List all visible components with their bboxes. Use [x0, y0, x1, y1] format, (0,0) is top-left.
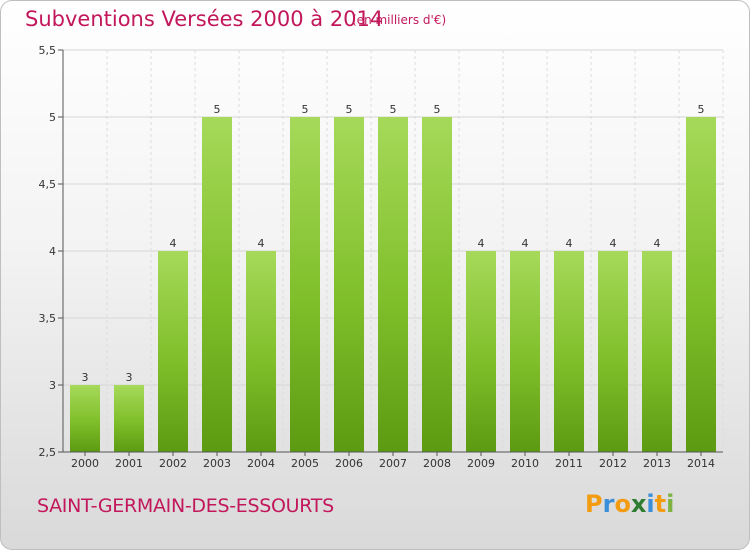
bar-layer [70, 117, 716, 452]
bar-2003 [202, 117, 232, 452]
data-label-2008: 5 [434, 103, 441, 116]
logo-letter: i [646, 490, 655, 518]
bar-2000 [70, 385, 100, 452]
data-label-2010: 4 [522, 237, 529, 250]
x-tick-label-2012: 2012 [599, 457, 627, 470]
data-label-2013: 4 [654, 237, 661, 250]
data-label-2001: 3 [126, 371, 133, 384]
logo-letter: P [585, 490, 603, 518]
x-tick-label-2000: 2000 [71, 457, 99, 470]
data-label-2007: 5 [390, 103, 397, 116]
bar-2012 [598, 251, 628, 452]
chart-subtitle: (en milliers d'€) [352, 13, 447, 27]
x-tick-label-2007: 2007 [379, 457, 407, 470]
bar-2008 [422, 117, 452, 452]
bar-2005 [290, 117, 320, 452]
chart-title: Subventions Versées 2000 à 2014 [25, 7, 384, 31]
bar-2006 [334, 117, 364, 452]
data-label-2005: 5 [302, 103, 309, 116]
bar-2004 [246, 251, 276, 452]
x-tick-label-2002: 2002 [159, 457, 187, 470]
x-tick-label-2013: 2013 [643, 457, 671, 470]
data-label-2004: 4 [258, 237, 265, 250]
x-tick-label-2008: 2008 [423, 457, 451, 470]
bar-2011 [554, 251, 584, 452]
logo-letter: i [666, 490, 675, 518]
data-label-2000: 3 [82, 371, 89, 384]
y-tick-label: 5 [49, 111, 56, 124]
logo-letter: r [602, 490, 615, 518]
bar-2014 [686, 117, 716, 452]
bar-2010 [510, 251, 540, 452]
y-tick-label: 5,5 [39, 44, 57, 57]
bar-2001 [114, 385, 144, 452]
commune-name: SAINT-GERMAIN-DES-ESSOURTS [37, 495, 334, 517]
x-tick-label-2011: 2011 [555, 457, 583, 470]
y-tick-label: 3 [49, 379, 56, 392]
data-label-2012: 4 [610, 237, 617, 250]
data-label-2003: 5 [214, 103, 221, 116]
x-tick-label-2001: 2001 [115, 457, 143, 470]
data-label-2006: 5 [346, 103, 353, 116]
logo-letter: t [654, 490, 667, 518]
proxiti-logo[interactable]: Proxiti [585, 490, 674, 518]
x-tick-label-2006: 2006 [335, 457, 363, 470]
logo-letter: x [630, 490, 647, 518]
bar-2009 [466, 251, 496, 452]
bar-2013 [642, 251, 672, 452]
x-tick-label-2003: 2003 [203, 457, 231, 470]
axis-layer [58, 49, 723, 456]
logo-letter: o [614, 490, 631, 518]
x-tick-label-2004: 2004 [247, 457, 275, 470]
data-label-2002: 4 [170, 237, 177, 250]
x-tick-label-2010: 2010 [511, 457, 539, 470]
y-tick-label: 4 [49, 245, 56, 258]
bar-2007 [378, 117, 408, 452]
y-tick-label: 3,5 [39, 312, 57, 325]
x-tick-label-2009: 2009 [467, 457, 495, 470]
bar-2002 [158, 251, 188, 452]
y-tick-label: 2,5 [39, 446, 57, 459]
x-tick-label-2005: 2005 [291, 457, 319, 470]
y-tick-label: 4,5 [39, 178, 57, 191]
data-label-2011: 4 [566, 237, 573, 250]
data-label-2014: 5 [698, 103, 705, 116]
label-layer: 2,5 3 3,5 4 4,5 5 5,5 3 2000 3 2001 4 2002 5 2003 4 2004… [39, 44, 716, 470]
x-tick-label-2014: 2014 [687, 457, 715, 470]
data-label-2009: 4 [478, 237, 485, 250]
